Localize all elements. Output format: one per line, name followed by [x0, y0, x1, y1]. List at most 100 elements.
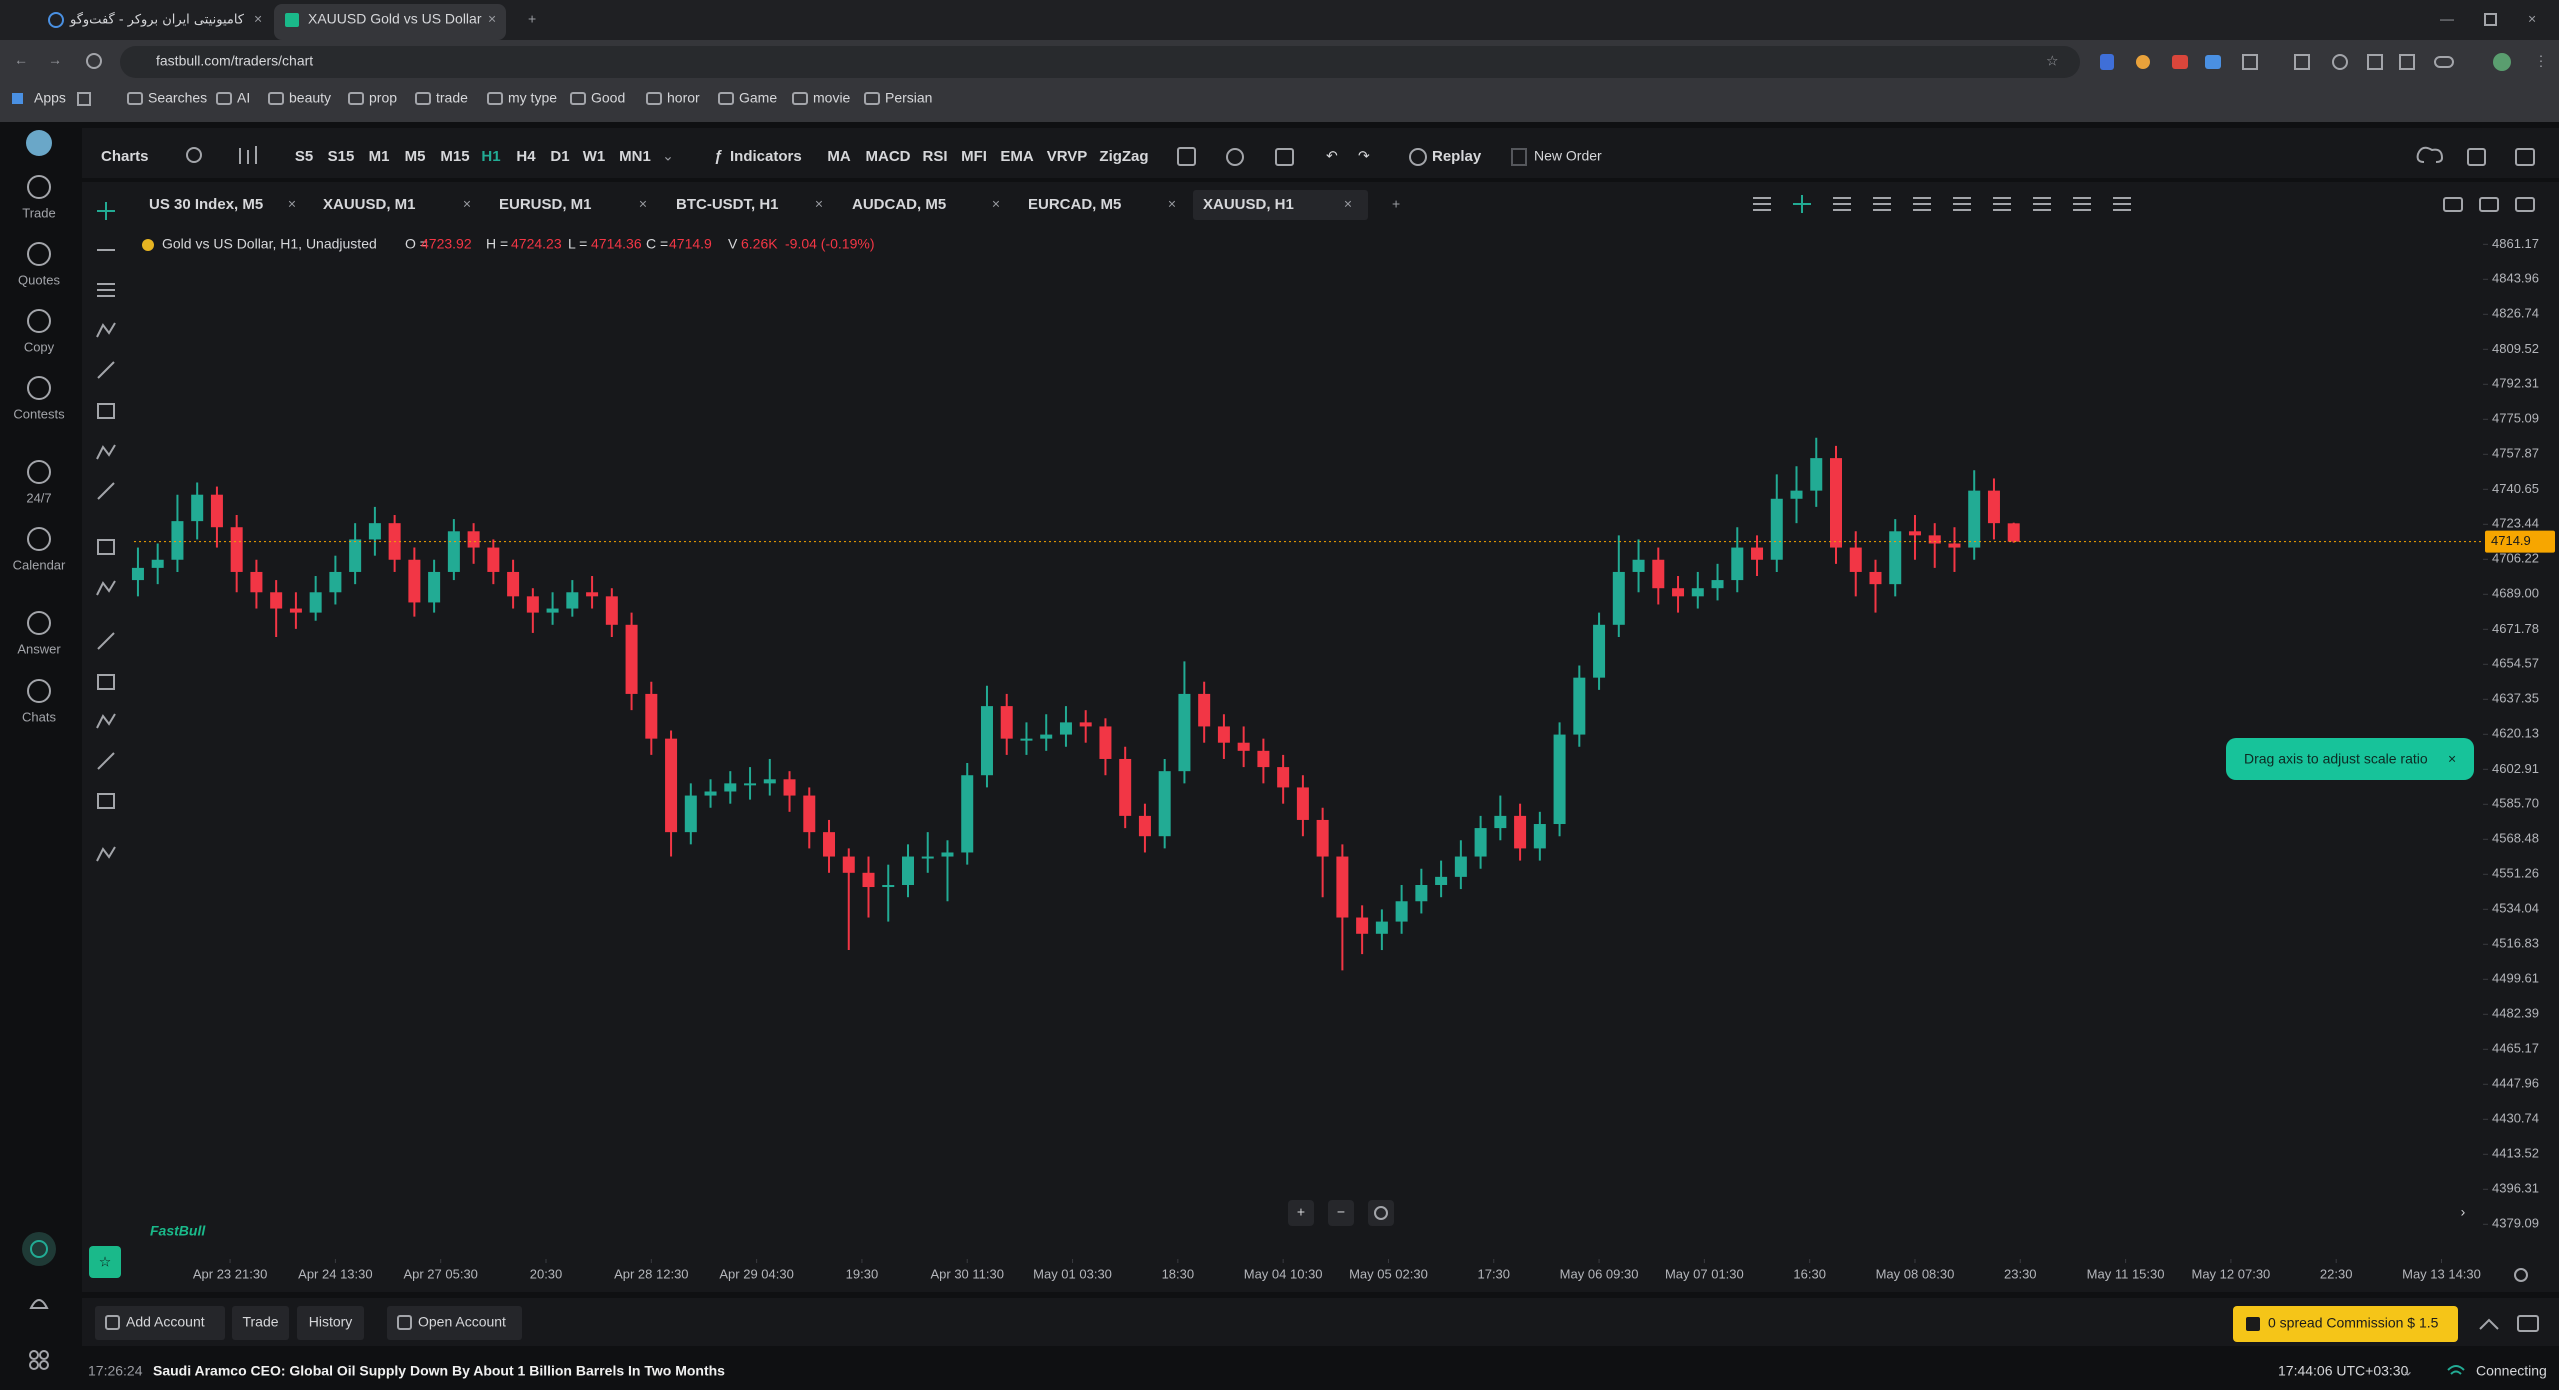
search[interactable] — [186, 147, 202, 163]
draw-tool[interactable] — [1793, 195, 1811, 213]
url[interactable]: fastbull.com/traders/chart — [156, 53, 313, 69]
chart-tab[interactable]: US 30 Index, M5 — [149, 196, 263, 213]
view-tool[interactable] — [2515, 197, 2535, 212]
layout[interactable] — [2517, 1315, 2539, 1332]
bookmark[interactable]: Game — [739, 90, 777, 106]
template[interactable] — [1177, 147, 1196, 166]
expand[interactable] — [2479, 1318, 2499, 1330]
draw-tool[interactable] — [96, 846, 116, 862]
bookmark[interactable]: Searches — [148, 90, 207, 106]
sidebar-item[interactable]: Trade — [22, 205, 55, 220]
timeframe[interactable]: H1 — [481, 148, 500, 165]
draw-tool[interactable] — [2033, 197, 2051, 211]
account-button[interactable] — [387, 1306, 522, 1340]
cloud[interactable] — [2416, 146, 2444, 163]
view-tool[interactable] — [2479, 197, 2499, 212]
avatar[interactable] — [26, 130, 52, 156]
indicator[interactable]: VRVP — [1047, 148, 1088, 165]
reset[interactable] — [1368, 1200, 1394, 1226]
timeframe[interactable]: MN1 — [619, 148, 651, 165]
draw-tool[interactable] — [97, 202, 115, 220]
reload[interactable] — [86, 53, 102, 69]
bookmark[interactable]: trade — [436, 90, 468, 106]
chart-type[interactable] — [239, 146, 257, 164]
bookmark[interactable]: my type — [508, 90, 557, 106]
panel-toggle[interactable] — [2515, 148, 2535, 166]
add-chart-tab[interactable]: + — [1392, 196, 1400, 212]
chart-tab[interactable]: XAUUSD, H1 — [1203, 196, 1294, 213]
calendar-tool[interactable] — [1275, 148, 1294, 166]
help[interactable] — [22, 1232, 56, 1266]
draw-tool[interactable] — [97, 361, 115, 379]
replay[interactable]: Replay — [1432, 148, 1482, 165]
maximize[interactable] — [2484, 13, 2497, 26]
tab-close[interactable]: × — [488, 11, 496, 27]
sidebar-item[interactable]: Answer — [17, 641, 61, 656]
indicator[interactable]: RSI — [922, 148, 947, 165]
forward[interactable]: → — [48, 52, 62, 68]
bookmark[interactable]: beauty — [289, 90, 331, 106]
timeframe[interactable]: D1 — [550, 148, 569, 165]
sidebar-item[interactable]: Calendar — [13, 557, 66, 572]
draw-tool[interactable] — [96, 580, 116, 596]
bookmark[interactable]: horor — [667, 90, 700, 106]
draw-tool[interactable] — [97, 752, 115, 770]
timeframe[interactable]: M5 — [405, 148, 426, 165]
chart-tab[interactable]: BTC-USDT, H1 — [676, 196, 779, 213]
draw-tool[interactable] — [97, 539, 115, 555]
chart-tab-close[interactable]: × — [1168, 196, 1176, 212]
new-order[interactable]: New Order — [1534, 148, 1602, 164]
timeframe[interactable]: W1 — [583, 148, 606, 165]
draw-tool[interactable] — [1953, 197, 1971, 211]
axis-settings[interactable] — [2514, 1268, 2528, 1282]
sidebar-item[interactable]: 24/7 — [26, 490, 51, 505]
apps-grid[interactable] — [29, 1350, 49, 1370]
draw-tool[interactable] — [97, 632, 115, 650]
draw-tool[interactable] — [96, 713, 116, 729]
draw-tool[interactable] — [1993, 197, 2011, 211]
draw-tool[interactable] — [2073, 197, 2091, 211]
chart-tab-close[interactable]: × — [1344, 196, 1352, 212]
chart-tab[interactable]: EURCAD, M5 — [1028, 196, 1121, 213]
indicator[interactable]: EMA — [1000, 148, 1034, 165]
tooltip-close[interactable]: × — [2448, 751, 2456, 767]
tab-title[interactable]: کامیونیتی ایران بروکر - گفت‌وگو — [69, 12, 245, 28]
timeframe[interactable]: S5 — [295, 148, 313, 165]
clock-menu[interactable]: ⌄ — [2402, 1363, 2414, 1379]
omnibox[interactable] — [120, 46, 2080, 78]
share[interactable] — [2467, 148, 2486, 166]
draw-tool[interactable] — [1753, 197, 1771, 211]
draw-tool[interactable] — [1833, 197, 1851, 211]
timeframe-menu[interactable]: ⌄ — [662, 148, 674, 164]
indicator[interactable]: ZigZag — [1099, 148, 1148, 165]
account-button[interactable] — [232, 1306, 289, 1340]
scroll-right[interactable]: › — [2461, 1204, 2466, 1220]
sidebar-item[interactable]: Quotes — [18, 272, 60, 287]
indicator[interactable]: MA — [827, 148, 850, 165]
account-button[interactable] — [297, 1306, 364, 1340]
bookmark[interactable]: prop — [369, 90, 397, 106]
tab-title[interactable]: XAUUSD Gold vs US Dollar — [308, 11, 482, 27]
draw-tool[interactable] — [97, 482, 115, 500]
chart-tab-close[interactable]: × — [639, 196, 647, 212]
timeframe[interactable]: M15 — [440, 148, 469, 165]
draw-tool[interactable] — [2113, 197, 2131, 211]
account-button[interactable] — [95, 1306, 225, 1340]
minimize[interactable]: — — [2440, 11, 2454, 27]
chart-tab[interactable]: AUDCAD, M5 — [852, 196, 946, 213]
draw-tool[interactable] — [96, 444, 116, 460]
undo[interactable]: ↶ — [1326, 148, 1338, 164]
draw-tool[interactable] — [1913, 197, 1931, 211]
draw-tool[interactable] — [97, 403, 115, 419]
chart-tab[interactable]: XAUUSD, M1 — [323, 196, 416, 213]
timeframe[interactable]: M1 — [369, 148, 390, 165]
active-chart-tab[interactable] — [1193, 190, 1368, 220]
timeframe[interactable]: H4 — [516, 148, 536, 165]
chart-tab-close[interactable]: × — [815, 196, 823, 212]
draw-tool[interactable] — [97, 674, 115, 690]
draw-tool[interactable] — [97, 283, 115, 297]
bookmark[interactable]: Apps — [34, 90, 66, 106]
view-tool[interactable] — [2443, 197, 2463, 212]
close-window[interactable]: × — [2528, 11, 2536, 27]
chart-tab-close[interactable]: × — [288, 196, 296, 212]
